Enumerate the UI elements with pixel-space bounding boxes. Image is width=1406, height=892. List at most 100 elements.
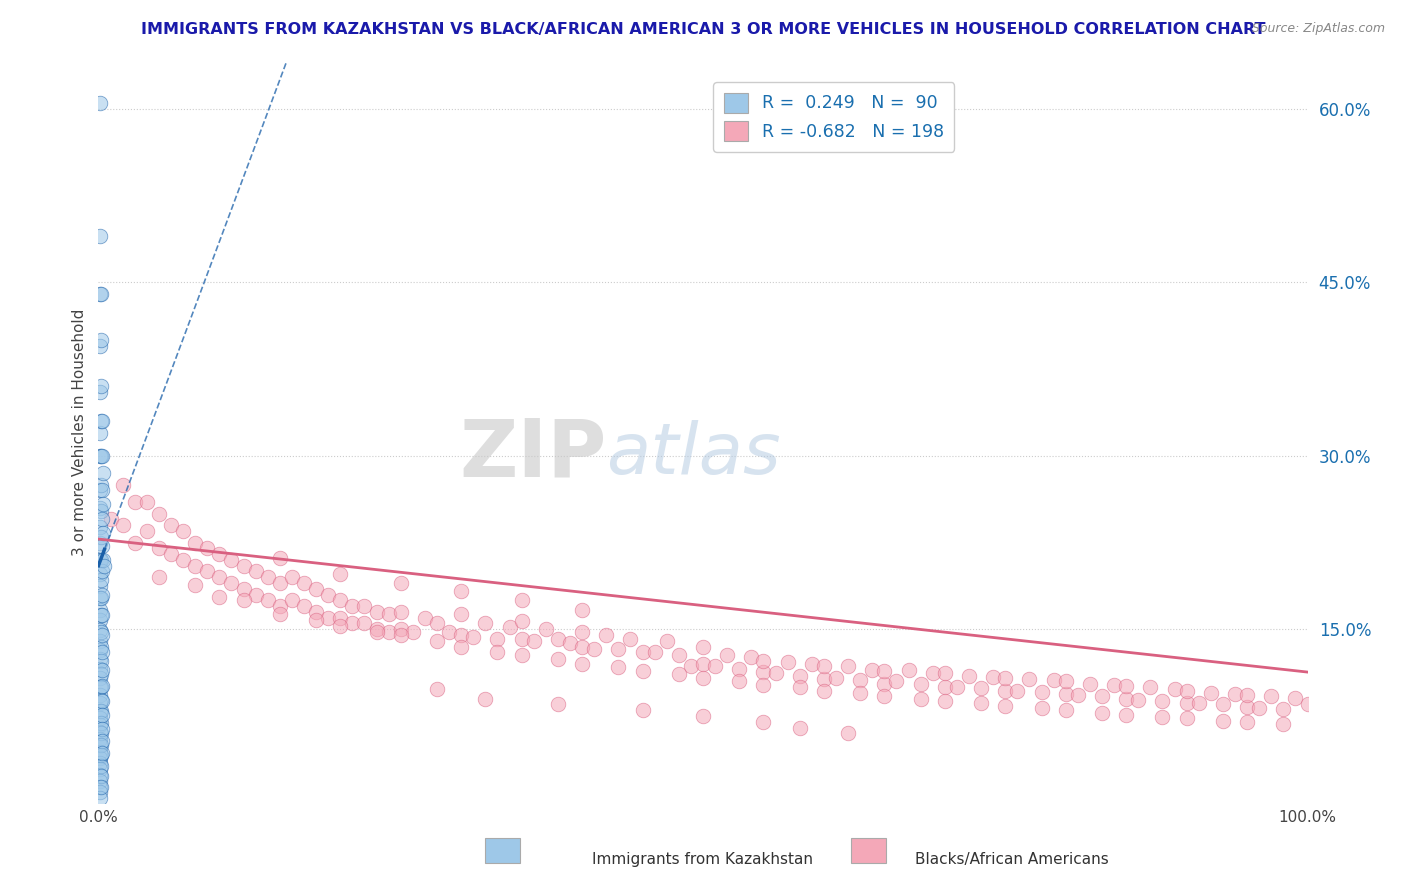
Point xyxy=(752,678,775,692)
Point xyxy=(91,746,114,760)
Point xyxy=(269,576,291,591)
Point xyxy=(692,709,714,723)
Point xyxy=(91,707,114,722)
Point xyxy=(329,619,352,633)
Point xyxy=(1272,702,1295,716)
Point xyxy=(90,780,112,794)
Point xyxy=(208,590,231,604)
Point xyxy=(1152,694,1174,708)
Point xyxy=(89,711,111,725)
Point xyxy=(728,662,751,676)
Point xyxy=(90,653,112,667)
Point xyxy=(89,425,111,440)
Point xyxy=(873,664,896,678)
Point xyxy=(837,659,859,673)
Point xyxy=(921,666,943,681)
Point xyxy=(389,605,412,619)
Point xyxy=(1296,698,1319,712)
Point xyxy=(413,610,436,624)
Point xyxy=(776,655,799,669)
Point xyxy=(90,573,112,587)
Point xyxy=(1007,683,1029,698)
Point xyxy=(547,652,569,666)
Point xyxy=(1236,714,1258,729)
Point xyxy=(789,668,811,682)
Point xyxy=(377,607,399,622)
Point xyxy=(994,698,1017,713)
Point xyxy=(994,683,1017,698)
Point xyxy=(547,632,569,646)
Point xyxy=(558,636,581,650)
Point xyxy=(91,645,114,659)
Point xyxy=(631,664,654,678)
Point xyxy=(90,726,112,740)
Point xyxy=(90,624,112,639)
Point xyxy=(1091,690,1114,704)
Point xyxy=(1031,685,1053,699)
Point xyxy=(89,633,111,648)
Point xyxy=(148,570,170,584)
Point xyxy=(245,565,267,579)
Point xyxy=(957,668,980,682)
Point xyxy=(232,558,254,573)
Point xyxy=(89,566,111,581)
Point xyxy=(91,414,114,428)
Point xyxy=(934,666,956,681)
Point xyxy=(281,570,304,584)
Point xyxy=(426,616,449,631)
Point xyxy=(91,526,114,541)
Point xyxy=(90,591,112,605)
Point xyxy=(813,683,835,698)
Point xyxy=(510,632,533,646)
Point xyxy=(377,624,399,639)
Point xyxy=(90,286,112,301)
Point xyxy=(91,565,114,579)
Point xyxy=(89,229,111,244)
Point xyxy=(90,693,112,707)
Point xyxy=(90,379,112,393)
Text: Source: ZipAtlas.com: Source: ZipAtlas.com xyxy=(1251,22,1385,36)
Point xyxy=(89,756,111,771)
Point xyxy=(1115,707,1137,722)
Point xyxy=(269,607,291,622)
Point xyxy=(89,750,111,764)
Point xyxy=(90,667,112,681)
Point xyxy=(305,613,328,627)
Text: Immigrants from Kazakhstan: Immigrants from Kazakhstan xyxy=(592,852,814,867)
Point xyxy=(1236,688,1258,702)
Point xyxy=(184,578,207,592)
Point xyxy=(1115,691,1137,706)
Point xyxy=(450,584,472,599)
Point xyxy=(89,791,111,805)
Point xyxy=(90,530,112,544)
Text: ZIP: ZIP xyxy=(458,416,606,494)
Point xyxy=(1078,676,1101,690)
Point xyxy=(135,495,157,509)
Point xyxy=(910,676,932,690)
Point xyxy=(91,694,114,708)
Point xyxy=(1018,672,1040,686)
Point xyxy=(89,643,111,657)
Point xyxy=(849,673,872,688)
Point xyxy=(486,632,509,646)
Point xyxy=(89,738,111,752)
Point xyxy=(510,593,533,607)
Point xyxy=(740,650,762,665)
Point xyxy=(1175,711,1198,725)
Point xyxy=(208,547,231,561)
Point xyxy=(90,716,112,731)
Point xyxy=(1128,693,1150,707)
Point xyxy=(1175,696,1198,710)
Point xyxy=(474,616,496,631)
Point xyxy=(232,582,254,596)
Point xyxy=(89,535,111,549)
Point xyxy=(1102,678,1125,692)
Point xyxy=(172,553,194,567)
Point xyxy=(91,497,114,511)
Point xyxy=(305,582,328,596)
Point xyxy=(1284,690,1306,705)
Point xyxy=(93,558,115,573)
Point xyxy=(970,696,993,710)
Point xyxy=(704,659,727,673)
Point xyxy=(583,642,606,657)
